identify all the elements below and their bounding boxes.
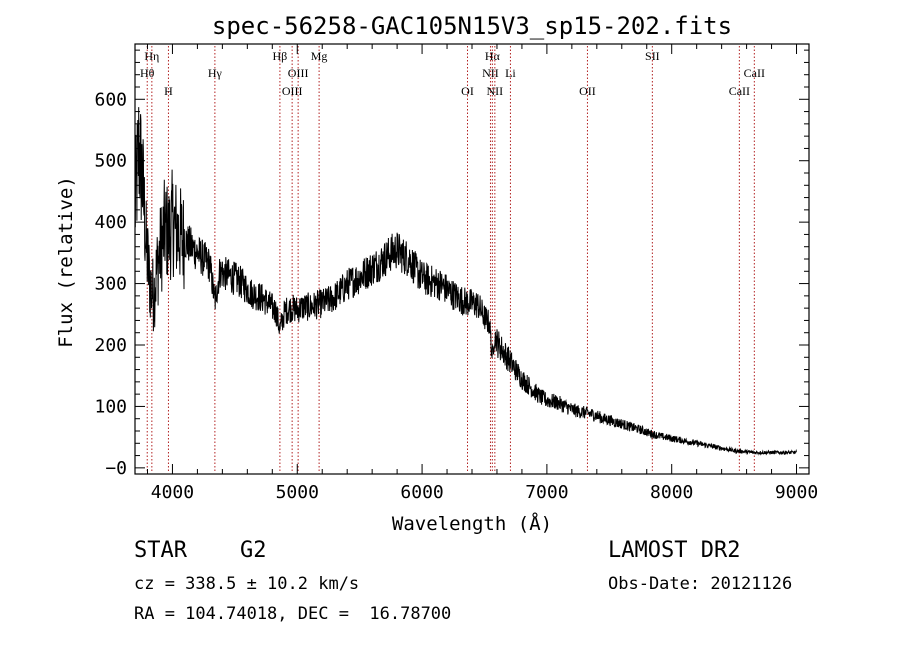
x-axis-label: Wavelength (Å) [392, 512, 552, 535]
x-tick-label: 8000 [650, 482, 693, 503]
x-tick-label: 5000 [276, 482, 319, 503]
y-tick-label: 200 [94, 335, 127, 356]
line-label: Hγ [208, 66, 223, 80]
y-tick-label: 300 [94, 274, 127, 295]
line-label: Hβ [273, 49, 288, 63]
emission-line-markers: HηHθHHγHβOIIIOIIIMgOIHαNIINIILiOIISIICaI… [140, 46, 765, 472]
x-tick-label: 7000 [525, 482, 568, 503]
survey-label: LAMOST DR2 [608, 538, 741, 563]
x-tick-label: 6000 [400, 482, 443, 503]
line-label: CaII [729, 84, 750, 98]
line-label: OII [579, 84, 596, 98]
chart-title: spec-56258-GAC105N15V3_sp15-202.fits [212, 12, 732, 40]
line-label: Hθ [140, 66, 155, 80]
line-label: H [164, 84, 173, 98]
y-tick-label: 500 [94, 151, 127, 172]
line-label: SII [645, 49, 660, 63]
y-tick-label: 400 [94, 212, 127, 233]
spectrum-line [134, 107, 797, 456]
axis-ticks: 4000 5000 6000 7000 8000 9000 −0 100 200 300 400 50… [94, 44, 818, 503]
redshift-text: cz = 338.5 ± 10.2 km/s [134, 574, 360, 594]
line-label: Hη [144, 49, 159, 63]
line-label: Mg [311, 49, 328, 63]
line-label: Li [505, 66, 516, 80]
plot-frame [134, 43, 810, 475]
line-label: NII [482, 66, 499, 80]
line-label: NII [487, 84, 504, 98]
y-tick-label: −0 [105, 458, 127, 479]
line-label: OIII [282, 84, 303, 98]
spectrum-series [134, 107, 797, 456]
x-tick-label: 9000 [775, 482, 818, 503]
line-label: OIII [288, 66, 309, 80]
line-label: Hα [485, 49, 501, 63]
ra-dec-text: RA = 104.74018, DEC = 16.78700 [134, 604, 452, 624]
obs-date: Obs-Date: 20121126 [608, 574, 793, 594]
line-label: OI [461, 84, 474, 98]
line-label: CaII [744, 66, 765, 80]
y-tick-label: 100 [94, 396, 127, 417]
x-tick-label: 4000 [151, 482, 194, 503]
y-tick-label: 600 [94, 89, 127, 110]
y-axis-label: Flux (relative) [55, 176, 77, 348]
object-class: STAR G2 [134, 538, 267, 563]
